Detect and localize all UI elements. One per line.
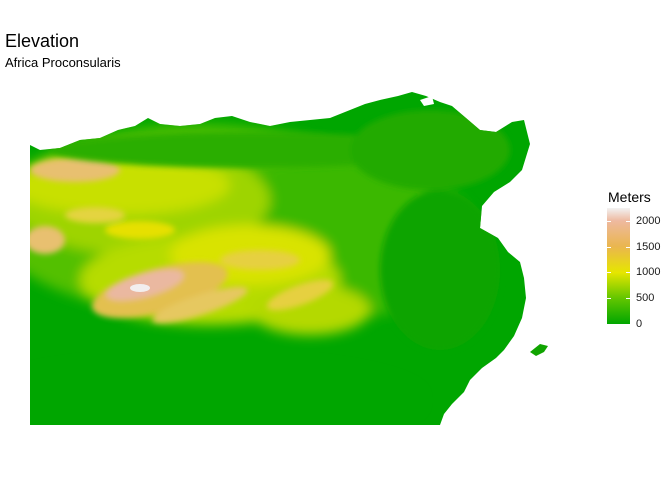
island-east — [530, 344, 548, 356]
legend-tick-mark — [607, 324, 611, 325]
legend-tick-label: 1500 — [636, 240, 661, 253]
legend-tick-label: 500 — [636, 292, 655, 305]
legend-tick-mark — [626, 246, 630, 248]
legend-tick-label: 1000 — [636, 266, 661, 279]
legend-tick-mark — [607, 220, 611, 222]
legend-tick-mark — [626, 324, 630, 325]
legend-title: Meters — [608, 189, 651, 205]
legend-tick-mark — [626, 298, 630, 300]
legend-color-bar — [607, 208, 630, 324]
legend-tick-mark — [626, 220, 630, 222]
legend-tick-mark — [626, 272, 630, 274]
island-north — [420, 96, 434, 106]
legend-tick-mark — [607, 272, 611, 274]
legend-tick-label: 2000 — [636, 214, 661, 227]
legend-tick-label: 0 — [636, 318, 643, 330]
legend-tick-mark — [607, 298, 611, 300]
map-title: Elevation — [5, 31, 80, 51]
legend-tick-mark — [607, 246, 611, 248]
map-subtitle: Africa Proconsularis — [5, 55, 121, 70]
